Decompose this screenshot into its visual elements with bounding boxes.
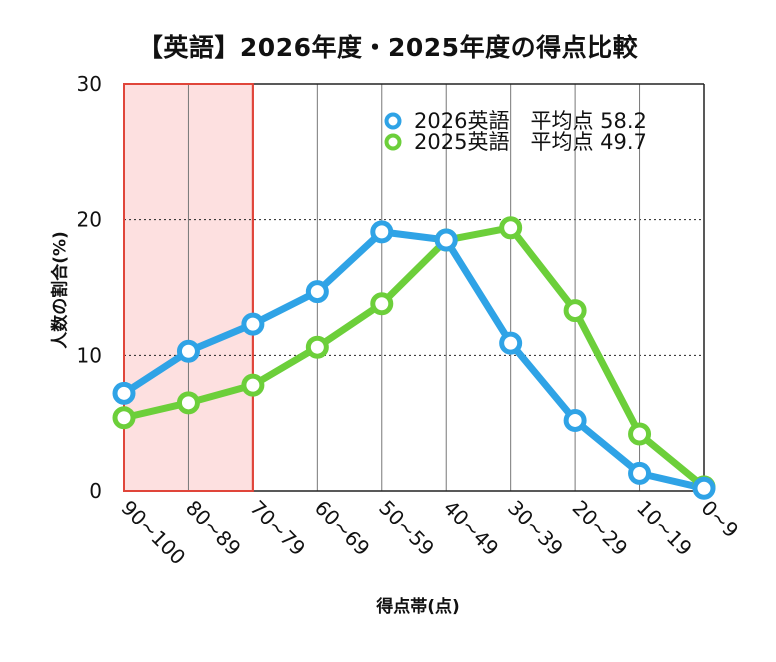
data-point-2026英語: [628, 461, 652, 485]
data-point-2026英語: [241, 312, 265, 336]
data-point-2025英語: [112, 406, 136, 430]
x-tick-label: 30~39: [503, 496, 568, 561]
y-tick-label: 20: [77, 208, 102, 232]
legend-marker-2026英語: [384, 112, 402, 130]
data-point-2026英語: [434, 228, 458, 252]
x-tick-label: 10~19: [632, 496, 697, 561]
data-point-2026英語: [499, 331, 523, 355]
x-tick-label: 50~59: [374, 496, 439, 561]
x-axis-label: 得点帯(点): [376, 597, 460, 617]
data-point-2025英語: [499, 216, 523, 240]
data-point-2025英語: [241, 373, 265, 397]
y-tick-label: 0: [89, 479, 102, 503]
legend-label-2025英語: 2025英語 平均点 49.7: [414, 130, 647, 154]
chart-title: 【英語】2026年度・2025年度の得点比較: [137, 33, 639, 62]
data-point-2026英語: [692, 476, 716, 500]
data-point-2025英語: [305, 335, 329, 359]
data-point-2026英語: [370, 220, 394, 244]
x-tick-label: 70~79: [245, 496, 310, 561]
y-tick-label: 30: [77, 72, 102, 96]
x-tick-label: 0~9: [696, 496, 743, 543]
data-point-2025英語: [628, 422, 652, 446]
data-point-2025英語: [176, 391, 200, 415]
y-tick-label: 10: [77, 343, 102, 367]
highlight-border: [123, 83, 254, 492]
data-point-2026英語: [112, 381, 136, 405]
data-point-2026英語: [176, 339, 200, 363]
data-point-2025英語: [563, 299, 587, 323]
data-point-2026英語: [563, 408, 587, 432]
x-tick-label: 60~69: [310, 496, 375, 561]
x-tick-label: 80~89: [181, 496, 246, 561]
data-point-2025英語: [370, 292, 394, 316]
data-point-2026英語: [305, 280, 329, 304]
series-line-2025英語: [120, 224, 708, 491]
legend-label-2026英語: 2026英語 平均点 58.2: [414, 109, 647, 133]
x-tick-label: 40~49: [439, 496, 504, 561]
series-line-2026英語: [120, 228, 708, 492]
x-tick-label: 90~100: [116, 496, 190, 570]
x-tick-label: 20~29: [568, 496, 633, 561]
legend-marker-2025英語: [384, 133, 402, 151]
